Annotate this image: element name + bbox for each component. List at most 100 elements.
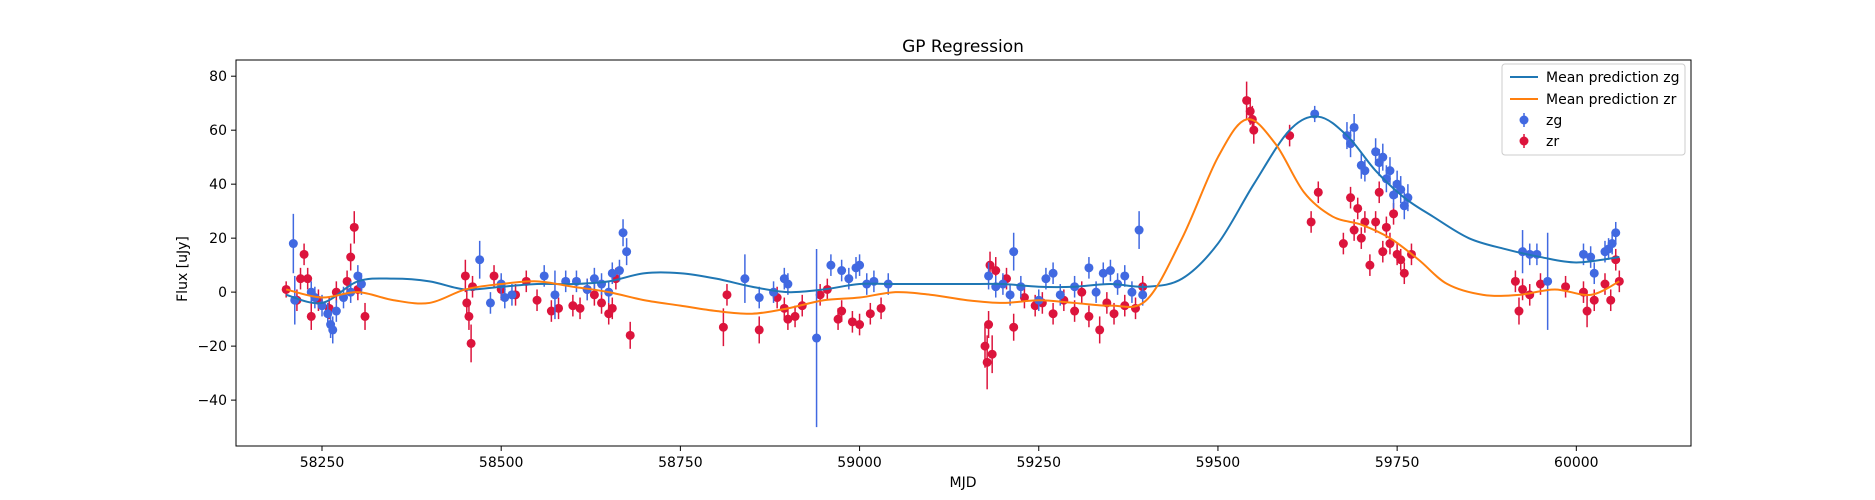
zg-point — [589, 267, 599, 290]
x-tick-label: 58750 — [658, 455, 703, 471]
legend-label-zr: zr — [1546, 134, 1559, 150]
zr-point — [1518, 278, 1528, 301]
legend-label-zg: zg — [1546, 113, 1562, 129]
zr-point — [1095, 316, 1105, 344]
zr-series — [281, 81, 1624, 390]
zr-point — [876, 297, 886, 320]
y-tick-label: −40 — [197, 393, 227, 409]
zr-point — [1514, 297, 1524, 325]
zr-point — [489, 265, 499, 287]
zr-point — [554, 297, 564, 320]
zr-point — [1396, 248, 1406, 271]
zr-point — [1019, 286, 1029, 309]
zr-point — [466, 324, 476, 363]
zr-point — [1346, 186, 1356, 209]
zg-point — [618, 219, 628, 247]
zr-point — [360, 302, 370, 330]
y-tick-label: 80 — [209, 69, 227, 85]
zg-point — [571, 270, 581, 293]
zr-point — [575, 297, 585, 320]
plot-area: 58250 58500 58750 59000 59250 59500 59750 60000… — [197, 59, 1692, 471]
x-axis-ticks: 58250 58500 58750 59000 59250 59500 59750 60000 — [300, 446, 1599, 471]
legend-box — [1501, 63, 1686, 156]
zr-point — [1600, 273, 1610, 295]
zr-point — [1399, 262, 1409, 285]
zg-point — [475, 240, 485, 279]
zg-point — [1041, 267, 1051, 290]
x-tick-label: 59250 — [1016, 455, 1061, 471]
zg-point — [1589, 262, 1599, 285]
zr-point — [1365, 254, 1375, 276]
zg-series — [288, 105, 1621, 428]
x-tick-label: 59000 — [837, 455, 882, 471]
zr-point — [597, 292, 607, 314]
zr-point — [464, 302, 474, 330]
zg-point — [984, 262, 994, 290]
zg-point — [1127, 281, 1137, 303]
zg-point — [290, 275, 300, 325]
zr-point — [299, 243, 309, 266]
zr-point — [754, 316, 764, 344]
zr-point — [982, 335, 992, 390]
zg-point — [1378, 143, 1388, 171]
zr-point — [1048, 302, 1058, 325]
mean-line-zr — [285, 118, 1620, 315]
zg-point — [1134, 211, 1144, 249]
zg-point — [288, 213, 298, 274]
zg-point — [1105, 259, 1115, 282]
zr-point — [568, 294, 578, 317]
zr-point — [625, 321, 635, 349]
zr-point — [1525, 284, 1535, 306]
zr-point — [532, 289, 542, 312]
zr-point — [783, 308, 793, 330]
zg-point — [561, 270, 571, 293]
zr-point — [296, 267, 306, 290]
y-tick-label: 20 — [209, 231, 227, 247]
zr-point — [1356, 227, 1366, 249]
zg-point — [622, 238, 632, 266]
zg-point — [1310, 105, 1320, 123]
zg-point — [1611, 221, 1621, 244]
zr-point — [865, 302, 875, 325]
zr-point — [349, 211, 359, 244]
legend-swatch-zr — [1519, 134, 1529, 148]
zg-point — [485, 292, 495, 314]
y-tick-label: 40 — [209, 177, 227, 193]
zg-point — [1009, 232, 1019, 271]
x-tick-label: 59500 — [1196, 455, 1241, 471]
zg-point — [1543, 232, 1553, 330]
zg-point — [991, 275, 1001, 298]
zr-point — [722, 284, 732, 306]
legend-label-mean-zg: Mean prediction zg — [1546, 70, 1680, 86]
zr-point — [1009, 313, 1019, 341]
zg-point — [1098, 262, 1108, 285]
zg-point — [1385, 157, 1395, 185]
zg-point — [550, 270, 560, 320]
x-tick-label: 59750 — [1375, 455, 1420, 471]
zg-point — [1084, 257, 1094, 279]
zg-point — [507, 284, 517, 306]
zr-point — [1381, 216, 1391, 239]
legend-label-mean-zr: Mean prediction zr — [1546, 92, 1677, 108]
zg-point — [826, 254, 836, 276]
zr-point — [303, 267, 313, 290]
mean-line-zg — [285, 115, 1620, 305]
zr-point — [1313, 181, 1323, 204]
zg-point — [740, 254, 750, 303]
zr-point — [460, 259, 470, 293]
x-tick-label: 58500 — [479, 455, 524, 471]
zr-point — [1077, 281, 1087, 303]
zg-point — [1349, 113, 1359, 141]
zr-point — [1120, 294, 1130, 317]
legend: Mean prediction zg Mean prediction zr zg… — [1501, 63, 1686, 156]
zr-point — [607, 297, 617, 320]
zr-point — [546, 300, 556, 322]
mean-prediction-lines — [285, 115, 1620, 315]
zr-point — [1353, 197, 1363, 220]
zg-point — [331, 300, 341, 322]
y-tick-label: 0 — [218, 285, 227, 301]
zg-point — [1607, 232, 1617, 255]
zr-point — [1084, 305, 1094, 328]
zr-point — [1385, 232, 1395, 255]
zr-point — [1371, 211, 1381, 233]
